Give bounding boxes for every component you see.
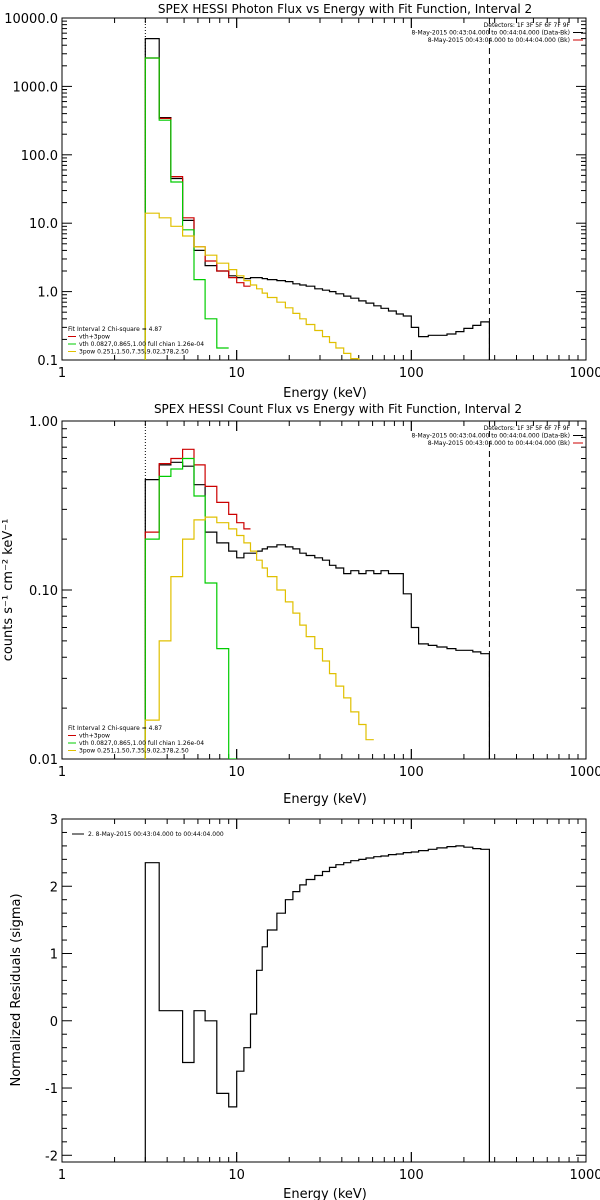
- legend-topright-text: 8-May-2015 00:43:04.000 to 00:44:04.000 …: [411, 30, 570, 37]
- x-tick-label: 1: [58, 1168, 66, 1183]
- photon-flux-panel: SPEX HESSI Photon Flux vs Energy with Fi…: [4, 2, 600, 401]
- chart-title: SPEX HESSI Photon Flux vs Energy with Fi…: [158, 2, 532, 16]
- y-tick-label: 1.00: [29, 415, 58, 430]
- x-axis-label: Energy (keV): [283, 1187, 367, 1200]
- y-tick-label: 1.0: [37, 286, 58, 301]
- y-tick-label: 0.01: [29, 753, 58, 768]
- series-group: [144, 448, 490, 759]
- y-tick-label: -2: [45, 1149, 58, 1164]
- x-tick-label: 1: [58, 765, 66, 780]
- series-line-1: [144, 448, 251, 759]
- legend-topright-text: Detectors: 1F 3F 5F 6F 7F 9F: [484, 425, 571, 432]
- x-tick-label: 1000: [569, 366, 600, 381]
- x-tick-label: 10: [228, 765, 245, 780]
- axes-frame: [61, 17, 587, 361]
- legend-bottomleft-text: vth+3pow: [79, 334, 110, 341]
- x-tick-label: 100: [399, 366, 424, 381]
- legend-bottomleft-text: Fit Interval 2 Chi-square = 4.87: [68, 326, 162, 333]
- y-tick-label: 100.0: [21, 149, 58, 164]
- legend-bottomleft-text: Fit Interval 2 Chi-square = 4.87: [68, 725, 162, 732]
- series-line-0: [144, 461, 490, 759]
- y-tick-label: -1: [45, 1082, 58, 1097]
- series-line-3: [144, 212, 360, 360]
- x-tick-label: 1: [58, 366, 66, 381]
- axes-frame: [61, 818, 587, 1163]
- series-group: [144, 38, 490, 360]
- y-tick-label: 3: [50, 813, 58, 828]
- x-tick-label: 10: [228, 1168, 245, 1183]
- x-tick-label: 100: [399, 1168, 424, 1183]
- series-line-0: [144, 845, 490, 1162]
- legend-bottomleft-text: vth 0.0827,0.865,1.00 full chian 1.26e-0…: [79, 740, 204, 747]
- legend-topleft-text: 2. 8-May-2015 00:43:04.000 to 00:44:04.0…: [88, 831, 224, 838]
- y-tick-label: 1: [50, 948, 58, 963]
- residuals-panel: Normalized Residuals (sigma) Energy (keV…: [9, 813, 600, 1200]
- legend-bottomleft-text: 3pow 0.251,1.50,7.35,9.02,378,2.50: [79, 349, 189, 356]
- y-tick-label: 1000.0: [13, 80, 59, 95]
- count-flux-panel: SPEX HESSI Count Flux vs Energy with Fit…: [1, 402, 600, 807]
- legend-topright-text: 8-May-2015 00:43:04.000 to 00:44:04.000 …: [428, 37, 570, 44]
- x-tick-label: 100: [399, 765, 424, 780]
- y-tick-label: 0.1: [37, 354, 58, 369]
- y-tick-label: 0.10: [29, 584, 58, 599]
- legend-topright-text: Detectors: 1F 3F 5F 6F 7F 9F: [484, 22, 571, 29]
- x-tick-label: 1000: [569, 1168, 600, 1183]
- y-tick-label: 0: [50, 1015, 58, 1030]
- series-group: [144, 845, 490, 1162]
- series-line-2: [144, 457, 237, 759]
- x-tick-label: 1000: [569, 765, 600, 780]
- series-line-3: [144, 516, 374, 759]
- y-tick-label: 2: [50, 880, 58, 895]
- legend-bottomleft-text: 3pow 0.251,1.50,7.35,9.02,378,2.50: [79, 748, 189, 755]
- legend-topright-text: 8-May-2015 00:43:04.000 to 00:44:04.000 …: [411, 433, 570, 440]
- x-axis-label: Energy (keV): [283, 792, 367, 807]
- x-tick-label: 10: [228, 366, 245, 381]
- legend-topright-text: 8-May-2015 00:43:04.000 to 00:44:04.000 …: [428, 440, 570, 447]
- legend-bottomleft-text: vth 0.0827,0.865,1.00 full chian 1.26e-0…: [79, 341, 204, 348]
- y-tick-label: 10000.0: [4, 12, 58, 27]
- y-axis-label: Normalized Residuals (sigma): [9, 893, 24, 1086]
- y-tick-label: 10.0: [29, 217, 58, 232]
- chart-title: SPEX HESSI Count Flux vs Energy with Fit…: [154, 402, 522, 416]
- legend-bottomleft-text: vth+3pow: [79, 733, 110, 740]
- y-axis-label: counts s⁻¹ cm⁻² keV⁻¹: [1, 519, 16, 662]
- x-axis-label: Energy (keV): [283, 386, 367, 401]
